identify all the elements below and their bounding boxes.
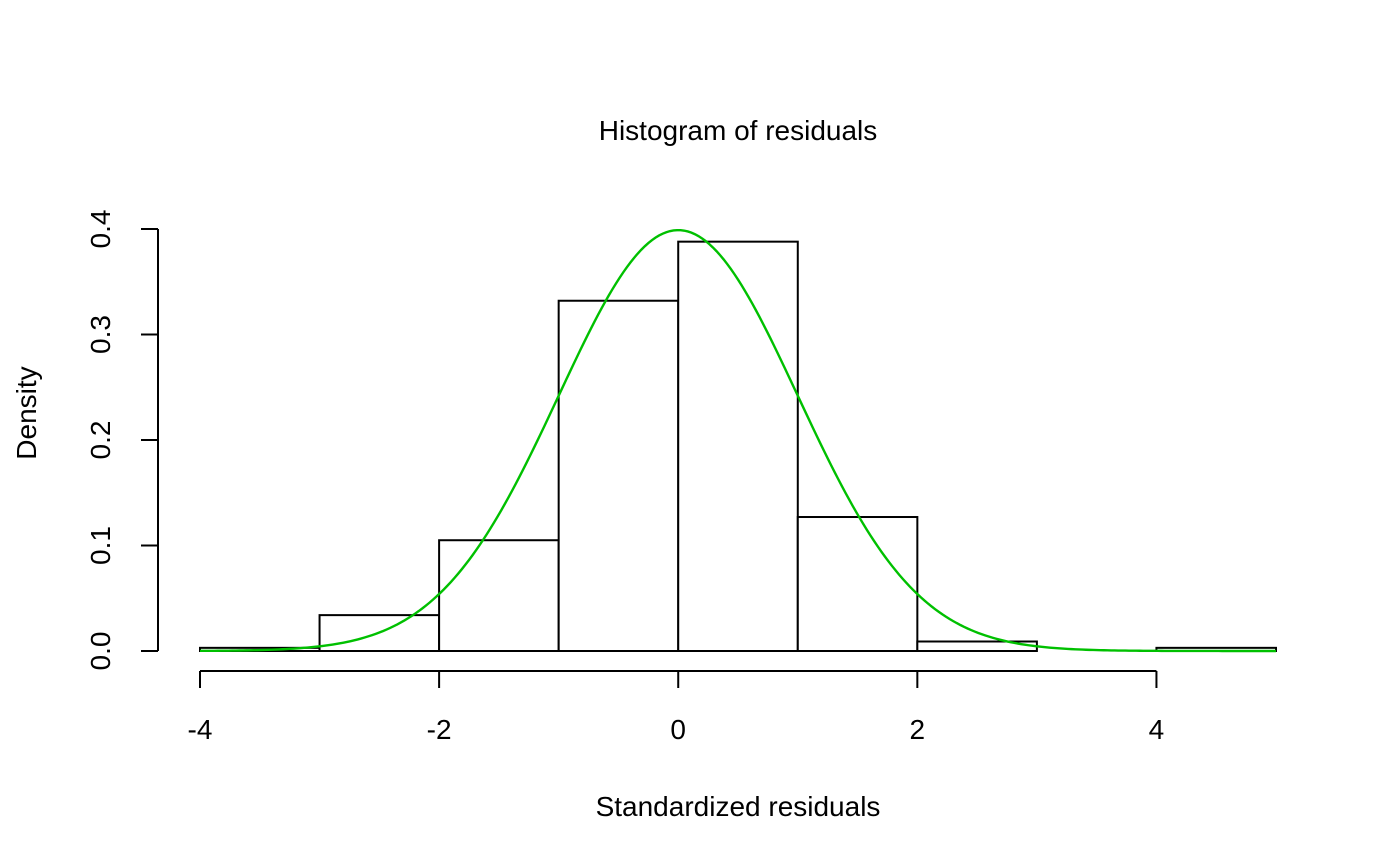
- chart-title: Histogram of residuals: [599, 115, 878, 146]
- density-curve: [199, 228, 1276, 653]
- x-axis: -4 -2 0 2 4: [188, 670, 1165, 745]
- y-tick-label-0: 0.0: [85, 632, 116, 671]
- histogram-bar-4: [677, 240, 799, 652]
- density-curve-layer: [199, 228, 1276, 653]
- y-tick-label-3: 0.3: [85, 315, 116, 354]
- x-axis-label: Standardized residuals: [596, 791, 881, 822]
- y-tick-label-2: 0.2: [85, 421, 116, 460]
- x-tick-label-2: 0: [670, 714, 686, 745]
- x-tick-label-4: 4: [1149, 714, 1165, 745]
- histogram-bar-3: [557, 299, 680, 652]
- y-tick-label-1: 0.1: [85, 526, 116, 565]
- x-tick-label-0: -4: [188, 714, 213, 745]
- histogram-bar-2: [438, 539, 560, 652]
- histogram-bars: [199, 240, 1277, 653]
- histogram-bar-5: [796, 516, 919, 653]
- y-tick-label-4: 0.4: [85, 210, 116, 249]
- y-axis-label: Density: [11, 366, 42, 459]
- x-tick-label-3: 2: [910, 714, 926, 745]
- x-tick-label-1: -2: [427, 714, 452, 745]
- y-axis: 0.0 0.1 0.2 0.3 0.4: [85, 210, 159, 671]
